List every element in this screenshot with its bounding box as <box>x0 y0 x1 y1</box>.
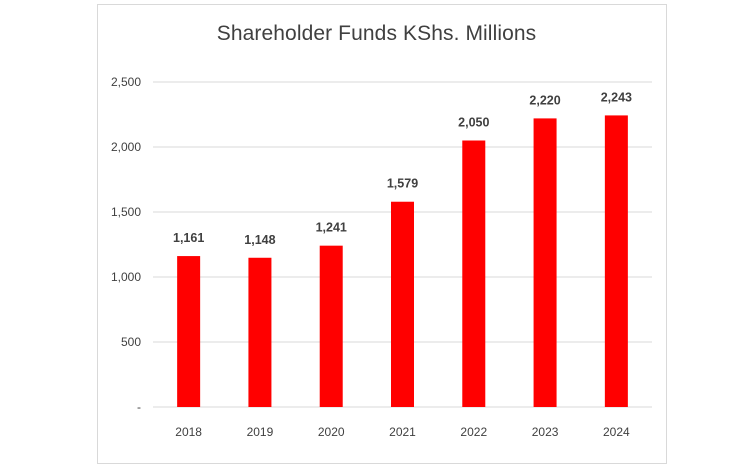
bar-chart: - 500 1,000 1,500 2,000 2,500 1,161 2018 1,148 20… <box>111 75 652 439</box>
bar-2019 <box>248 257 272 407</box>
bar-2023 <box>533 118 557 408</box>
bar-2021 <box>391 201 414 407</box>
bar-2020 <box>319 245 343 407</box>
chart-title: Shareholder Funds KShs. Millions <box>216 22 537 45</box>
data-label: 1,241 <box>316 221 347 235</box>
x-tick-label: 2019 <box>247 425 274 439</box>
x-tick-label: 2021 <box>389 425 416 439</box>
y-tick-label: - <box>137 400 141 414</box>
data-label: 2,050 <box>458 116 489 130</box>
bar-2022 <box>462 140 486 407</box>
y-tick-label: 2,500 <box>111 75 141 89</box>
y-tick-label: 1,000 <box>111 270 141 284</box>
x-tick-label: 2018 <box>175 425 202 439</box>
data-label: 2,243 <box>601 90 632 104</box>
data-label: 1,161 <box>173 231 204 245</box>
data-label: 2,220 <box>529 93 560 107</box>
bar-2024 <box>604 115 628 407</box>
x-tick-label: 2024 <box>603 425 630 439</box>
y-tick-label: 1,500 <box>111 205 141 219</box>
bar-2018 <box>177 256 201 407</box>
x-tick-label: 2022 <box>460 425 487 439</box>
x-tick-label: 2020 <box>318 425 345 439</box>
x-tick-label: 2023 <box>532 425 559 439</box>
data-label: 1,148 <box>244 233 275 247</box>
y-tick-label: 2,000 <box>111 140 141 154</box>
y-tick-label: 500 <box>121 335 141 349</box>
data-label: 1,579 <box>387 177 418 191</box>
